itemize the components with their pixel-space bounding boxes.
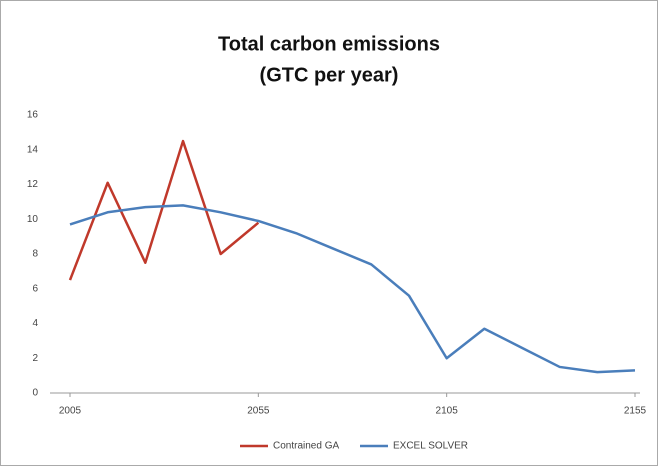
- y-tick-label: 14: [27, 144, 39, 155]
- x-tick-label: 2105: [436, 406, 459, 417]
- y-tick-label: 2: [32, 353, 38, 364]
- y-tick-label: 6: [32, 283, 38, 294]
- y-tick-label: 10: [27, 214, 39, 225]
- legend-label: EXCEL SOLVER: [393, 441, 468, 452]
- y-tick-label: 16: [27, 110, 39, 121]
- chart-title: Total carbon emissions: [218, 33, 440, 55]
- y-tick-label: 12: [27, 179, 39, 190]
- y-tick-label: 0: [32, 388, 38, 399]
- series-line: [69, 204, 636, 374]
- y-tick-label: 8: [32, 249, 38, 260]
- legend-label: Contrained GA: [273, 441, 339, 452]
- x-tick-label: 2155: [624, 406, 647, 417]
- x-tick-label: 2055: [247, 406, 270, 417]
- x-tick-label: 2005: [59, 406, 82, 417]
- y-tick-label: 4: [32, 318, 38, 329]
- series-line: [68, 139, 260, 281]
- chart-subtitle: (GTC per year): [260, 64, 399, 86]
